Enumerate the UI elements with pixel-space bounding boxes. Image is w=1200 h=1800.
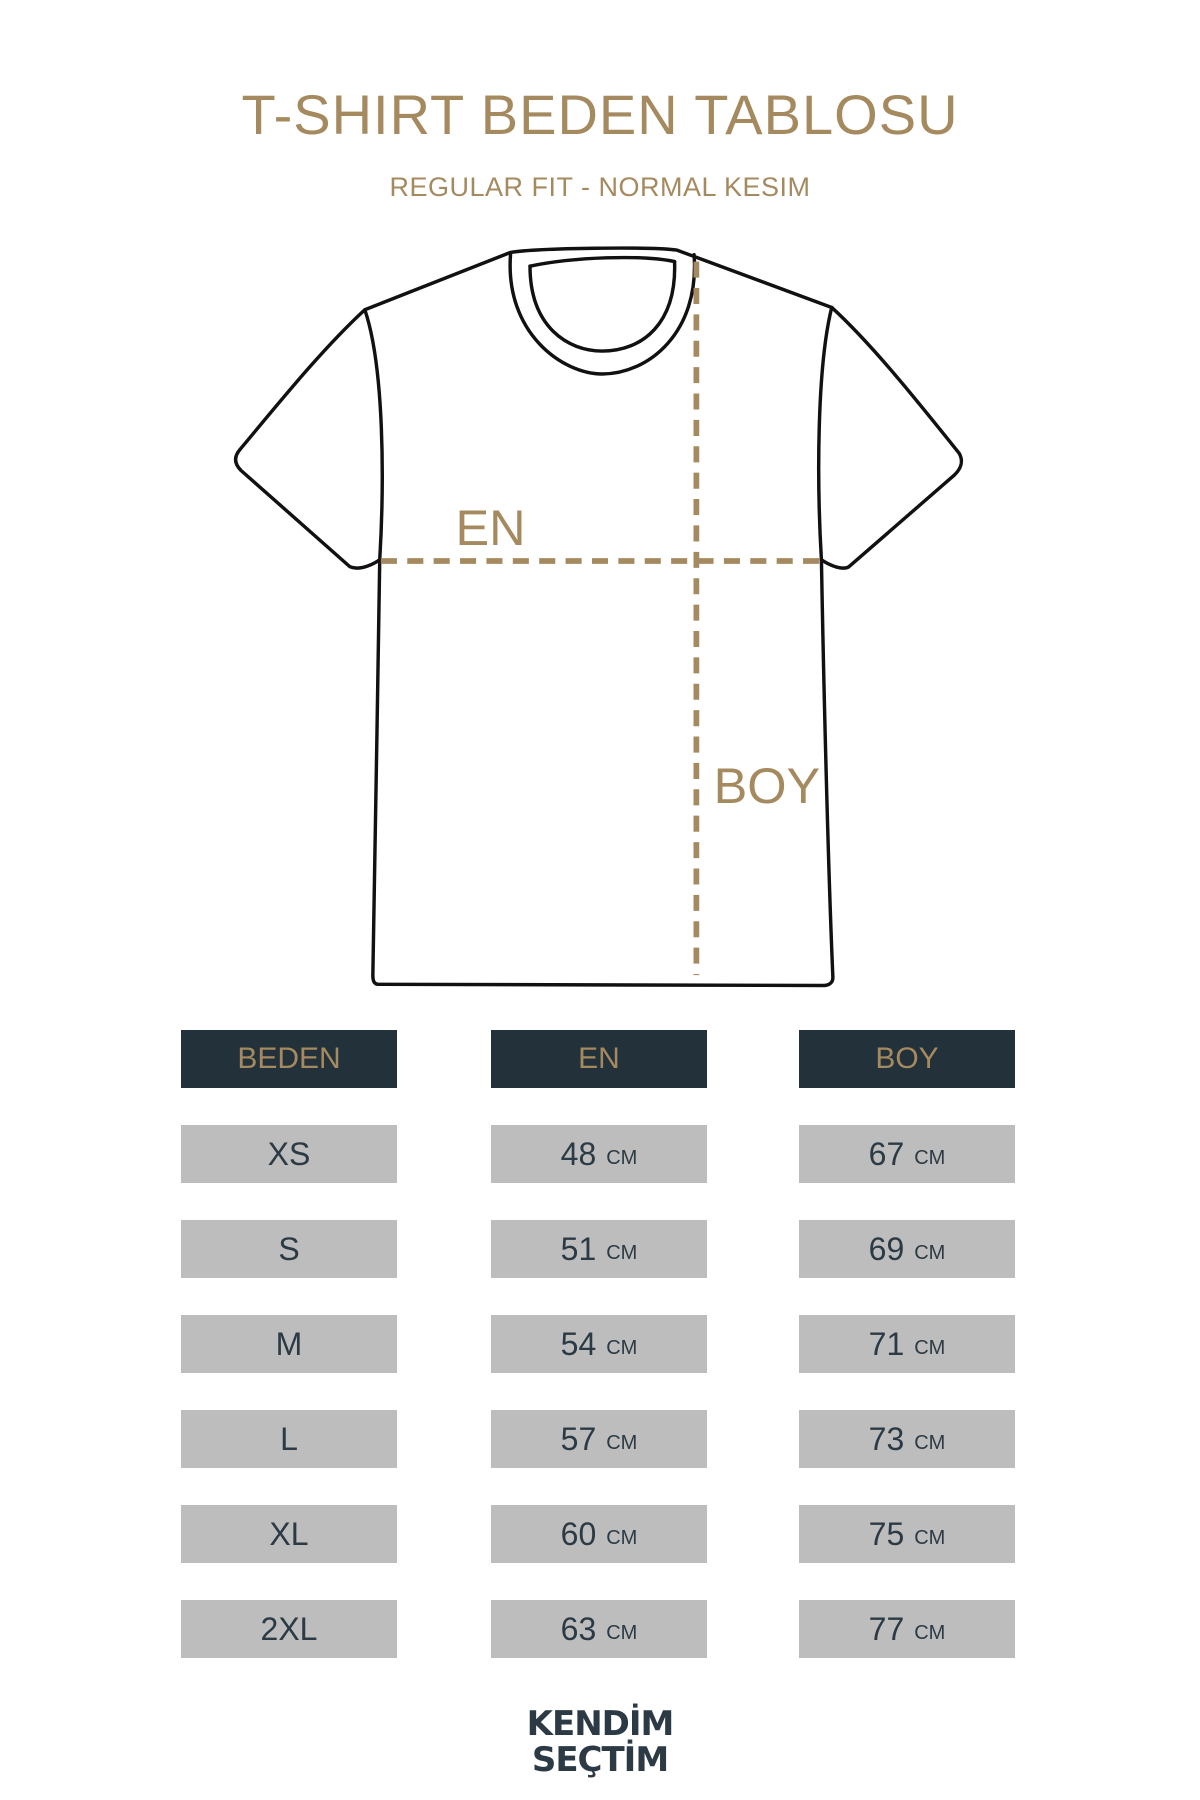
length-cell: 67 CM — [799, 1125, 1015, 1183]
width-cell-value: 60 — [560, 1515, 597, 1552]
size-cell: XL — [181, 1505, 397, 1563]
logo-line2: SEÇTİM — [531, 1740, 669, 1780]
unit-label: CM — [606, 1621, 638, 1644]
width-cell-value: 63 — [560, 1610, 597, 1647]
collar-top — [528, 255, 677, 268]
unit-label: CM — [914, 1431, 946, 1454]
column-header-boy: BOY — [799, 1030, 1015, 1088]
size-cell-value: L — [280, 1420, 298, 1457]
unit-label: CM — [914, 1146, 946, 1169]
unit-label: CM — [914, 1241, 946, 1264]
length-cell: 71 CM — [799, 1315, 1015, 1373]
page-subtitle: REGULAR FIT - NORMAL KESIM — [389, 172, 811, 202]
width-cell-value: 48 — [560, 1135, 597, 1172]
column-header-en: EN — [491, 1030, 707, 1088]
collar-inner — [528, 259, 677, 353]
size-cell-value: S — [278, 1230, 300, 1267]
size-cell-value: M — [275, 1325, 303, 1362]
tshirt-outline — [233, 246, 964, 988]
length-label: BOY — [714, 757, 821, 814]
length-cell: 69 CM — [799, 1220, 1015, 1278]
length-cell-value: 75 — [868, 1515, 905, 1552]
width-cell: 57 CM — [491, 1410, 707, 1468]
width-label: EN — [455, 499, 525, 556]
length-cell-value: 73 — [868, 1420, 905, 1457]
width-cell: 60 CM — [491, 1505, 707, 1563]
size-cell: M — [181, 1315, 397, 1373]
width-cell-value: 51 — [560, 1230, 597, 1267]
unit-label: CM — [606, 1146, 638, 1169]
length-cell-value: 77 — [868, 1610, 905, 1647]
logo-line1: KENDİM — [526, 1704, 675, 1744]
size-cell: XS — [181, 1125, 397, 1183]
unit-label: CM — [914, 1526, 946, 1549]
length-cell: 73 CM — [799, 1410, 1015, 1468]
size-cell: L — [181, 1410, 397, 1468]
size-cell-value: 2XL — [260, 1610, 318, 1647]
length-cell-value: 69 — [868, 1230, 905, 1267]
width-cell: 48 CM — [491, 1125, 707, 1183]
width-cell: 51 CM — [491, 1220, 707, 1278]
page-title: T-SHIRT BEDEN TABLOSU — [241, 83, 959, 146]
width-cell-value: 54 — [560, 1325, 597, 1362]
size-cell-value: XL — [269, 1515, 309, 1552]
size-cell: S — [181, 1220, 397, 1278]
unit-label: CM — [914, 1336, 946, 1359]
width-cell: 54 CM — [491, 1315, 707, 1373]
brand-logo: KENDİM SEÇTİM — [525, 1706, 675, 1778]
length-cell: 77 CM — [799, 1600, 1015, 1658]
unit-label: CM — [606, 1431, 638, 1454]
size-cell-value: XS — [267, 1135, 311, 1172]
length-cell-value: 71 — [868, 1325, 905, 1362]
length-cell: 75 CM — [799, 1505, 1015, 1563]
size-cell: 2XL — [181, 1600, 397, 1658]
unit-label: CM — [606, 1241, 638, 1264]
width-cell: 63 CM — [491, 1600, 707, 1658]
length-cell-value: 67 — [868, 1135, 905, 1172]
unit-label: CM — [606, 1526, 638, 1549]
unit-label: CM — [606, 1336, 638, 1359]
column-header-beden: BEDEN — [181, 1030, 397, 1088]
collar-outer — [508, 252, 697, 376]
unit-label: CM — [914, 1621, 946, 1644]
width-cell-value: 57 — [560, 1420, 597, 1457]
